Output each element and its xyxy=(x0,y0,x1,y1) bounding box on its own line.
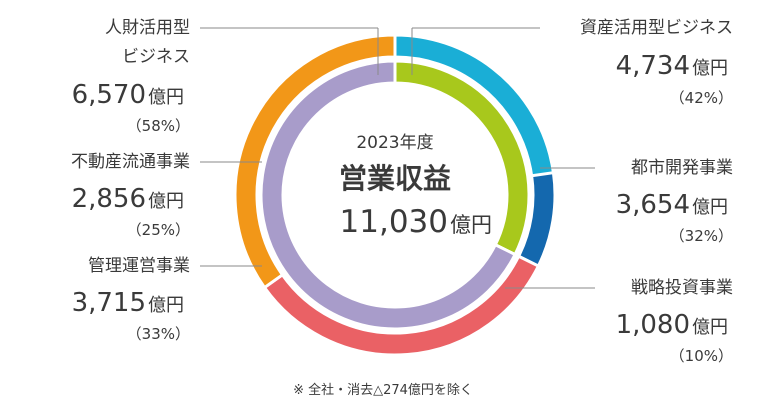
footnote: ※ 全社・消去△274億円を除く xyxy=(293,383,473,398)
label-asset-business-name: 資産活用型ビジネス xyxy=(580,18,733,38)
label-management-ops-unit: 億円 xyxy=(148,295,184,316)
label-urban-dev-pct: （32%） xyxy=(670,227,733,245)
label-real-estate-dist-name: 不動産流通事業 xyxy=(71,152,190,172)
label-asset-business-pct: （42%） xyxy=(670,89,733,107)
outer-segment-real-estate-dist xyxy=(233,33,397,290)
label-asset-business-unit: 億円 xyxy=(692,58,728,79)
label-management-ops-name: 管理運営事業 xyxy=(88,256,190,276)
label-human-business-name-line2: ビジネス xyxy=(122,47,190,67)
label-urban-dev-value: 3,654 xyxy=(616,190,690,220)
label-real-estate-dist-unit: 億円 xyxy=(148,191,184,212)
label-human-business-unit: 億円 xyxy=(148,87,184,108)
label-strategic-invest-pct: （10%） xyxy=(670,347,733,365)
label-real-estate-dist-value: 2,856 xyxy=(72,184,146,214)
label-urban-dev-name: 都市開発事業 xyxy=(631,158,733,178)
inner-segment-human-business-overlay xyxy=(259,59,518,331)
label-strategic-invest-value: 1,080 xyxy=(616,310,690,340)
ring-layer xyxy=(233,33,557,357)
label-real-estate-dist-pct: （25%） xyxy=(127,221,190,239)
leader-lines xyxy=(200,27,595,289)
center-title: 営業収益 xyxy=(339,162,451,195)
label-human-business-pct: （58%） xyxy=(127,117,190,135)
label-asset-business-value: 4,734 xyxy=(616,51,690,81)
label-management-ops-pct: （33%） xyxy=(127,325,190,343)
label-strategic-invest-name: 戦略投資事業 xyxy=(631,278,733,298)
label-human-business-value: 6,570 xyxy=(72,80,146,110)
center-total-unit: 億円 xyxy=(450,213,492,237)
center-year: 2023年度 xyxy=(356,133,433,153)
center-total-value: 11,030 xyxy=(340,204,448,240)
label-human-business-name-line1: 人財活用型 xyxy=(105,18,190,38)
label-management-ops-value: 3,715 xyxy=(72,288,146,318)
label-strategic-invest-unit: 億円 xyxy=(692,317,728,338)
label-urban-dev-unit: 億円 xyxy=(692,197,728,218)
